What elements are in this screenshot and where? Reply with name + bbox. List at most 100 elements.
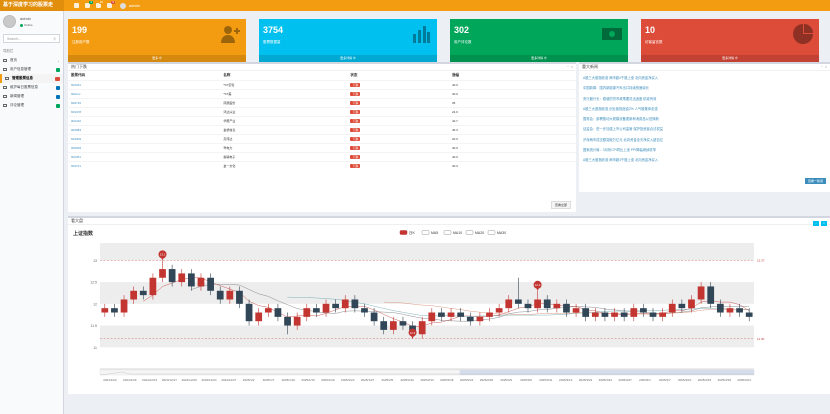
legend-swatch xyxy=(421,230,430,235)
tag-icon[interactable] xyxy=(74,3,79,8)
stock-code-link[interactable]: 002xxx xyxy=(68,89,221,99)
stat-more-link[interactable]: 更多详情 ⊕ xyxy=(641,55,819,62)
slider-window xyxy=(459,370,754,375)
more-news-button[interactable]: 查看一新闻 xyxy=(804,178,826,184)
status-badge: 下跌 xyxy=(350,92,361,96)
sidebar-item-stocks[interactable]: 管理股票信息 xyxy=(0,74,63,83)
x-tick-label: 2025/3/11 xyxy=(539,378,552,382)
user-menu[interactable]: admin xyxy=(120,2,140,9)
candle xyxy=(245,303,253,322)
sidebar: admin Online Search... ⚲ 导航栏 首页 ‹ 用户信息管理 … xyxy=(0,11,64,414)
table-row[interactable]: 002031 *ST巨轮 下跌 40.0 xyxy=(68,80,576,90)
content-area: 199 注册用户数 更多 ⊕ 3754 股票数据量 更多详情 ⊕ 302 用户评… xyxy=(64,11,830,414)
candle xyxy=(457,312,465,317)
stock-code-link[interactable]: 000539 xyxy=(68,143,221,153)
sidebar-item-home[interactable]: 首页 ‹ xyxy=(0,56,63,65)
mail-icon[interactable]: 4 xyxy=(85,1,93,8)
x-tick-label: 2024/12/24 xyxy=(201,378,216,382)
close-icon[interactable]: × xyxy=(570,65,573,69)
table-header-row: 股票代码 名称 状态 涨幅 xyxy=(68,71,576,81)
money-icon xyxy=(602,28,622,40)
bell-badge: 10 xyxy=(98,0,104,4)
x-tick-label: 2025/2/5 xyxy=(382,378,394,382)
news-item[interactable]: A股三大股指收涨 创业板指涨逾2% 人气股集体走强 xyxy=(583,106,658,111)
stock-code-link[interactable]: 600716 xyxy=(68,98,221,108)
news-item[interactable]: 中国新闻：国内新能源汽车出口持续快速增长 xyxy=(583,86,649,91)
x-tick-label: 2025/4/24 xyxy=(737,378,751,382)
news-item[interactable]: 国常会：部署推动大规模设备更新和消费品以旧换新 xyxy=(583,117,659,122)
stock-code-link[interactable]: 002410 xyxy=(68,116,221,126)
candle xyxy=(351,299,359,309)
table-row[interactable]: 002xxx *ST美 下跌 40.0 xyxy=(68,89,576,99)
collapse-icon[interactable]: − xyxy=(566,65,569,69)
market-chart-panel: 看大盘 − × 上证指数 日K MA5 MA10 MA20 MA30 13 12.5 12 1… xyxy=(68,216,830,394)
marker-label: 11.3 xyxy=(410,331,416,335)
app-title[interactable]: 基于深度学习的股票走 xyxy=(0,0,64,11)
stock-code-link[interactable]: 002351 xyxy=(68,152,221,162)
news-item[interactable]: 国家统计局：3月份CPI同比上涨 PPI降幅继续收窄 xyxy=(583,148,656,153)
stock-change: 40.0 xyxy=(448,152,576,162)
x-tick-label: 2025/3/3 xyxy=(500,378,512,382)
sidebar-item-news[interactable]: 新闻管理 xyxy=(0,92,63,101)
news-item[interactable]: 沪深两市成交额突破万亿元 北向资金全天净买入超百亿 xyxy=(583,137,664,142)
close-icon[interactable]: × xyxy=(824,65,827,69)
close-button[interactable]: × xyxy=(821,221,827,226)
flag-badge: 9 xyxy=(111,0,115,4)
sidebar-item-daily[interactable]: 维护每日股票信息 xyxy=(0,83,63,92)
stat-box-users: 199 注册用户数 更多 ⊕ xyxy=(68,19,246,62)
status-badge: 下跌 xyxy=(350,128,361,132)
table-row[interactable]: 002983 金桥信息 下跌 46.3 xyxy=(68,125,576,135)
news-item[interactable]: A股三大股指收涨 两市超4千股上涨 北向资金净买入 xyxy=(583,76,659,80)
datazoom-slider[interactable] xyxy=(99,369,755,376)
stock-change: 40.0 xyxy=(448,143,576,153)
chart-legend[interactable]: 日K MA5 MA10 MA20 MA30 xyxy=(399,230,506,236)
table-row[interactable]: 603309 高伟达 下跌 20.0 xyxy=(68,134,576,144)
search-icon[interactable]: ⚲ xyxy=(53,36,56,41)
stock-code-link[interactable]: 603309 xyxy=(68,134,221,144)
stock-status: 下跌 xyxy=(347,125,449,135)
stat-more-link[interactable]: 更多详情 ⊕ xyxy=(450,55,628,62)
candle xyxy=(159,269,166,278)
sidebar-item-comments[interactable]: 评论管理 xyxy=(0,101,63,110)
collapse-button[interactable]: − xyxy=(813,221,819,226)
table-row[interactable]: 600716 凤凰股份 下跌 35 xyxy=(68,98,576,108)
sidebar-search[interactable]: Search... ⚲ xyxy=(3,34,60,43)
table-row[interactable]: 000539 粤电力 下跌 40.0 xyxy=(68,143,576,153)
user-status-label: Online xyxy=(24,23,33,27)
candle xyxy=(582,308,590,317)
table-row[interactable]: 002410 华帮产业 下跌 42.7 xyxy=(68,116,576,126)
candles xyxy=(101,260,753,339)
search-input[interactable]: Search... xyxy=(7,36,22,41)
collapse-icon[interactable]: − xyxy=(820,65,823,69)
bar-chart-icon xyxy=(413,26,430,43)
candle xyxy=(495,308,503,313)
panel-title: 热门下跌 xyxy=(71,64,87,69)
x-tick-label: 2025/2/13 xyxy=(420,378,434,382)
bell-icon[interactable]: 10 xyxy=(96,0,104,8)
column-header: 状态 xyxy=(347,71,449,81)
candlestick-chart[interactable]: 上证指数 日K MA5 MA10 MA20 MA30 13 12.5 12 11.5 11 13… xyxy=(68,227,830,395)
stat-more-link[interactable]: 更多 ⊕ xyxy=(68,55,246,62)
y-tick-label: 13 xyxy=(93,259,97,263)
flag-icon[interactable]: 9 xyxy=(107,0,115,8)
stock-code-link[interactable]: 002031 xyxy=(68,80,221,90)
view-all-button[interactable]: 查看全部 xyxy=(550,201,571,209)
stock-code-link[interactable]: 603478 xyxy=(68,107,221,117)
sidebar-item-users[interactable]: 用户信息管理 xyxy=(0,65,63,74)
stat-more-link[interactable]: 更多详情 ⊕ xyxy=(259,55,437,62)
legend-swatch xyxy=(399,230,408,235)
candle xyxy=(428,312,436,322)
candle xyxy=(515,299,522,304)
table-row[interactable]: 002351 奥联电子 下跌 40.0 xyxy=(68,152,576,162)
stock-code-link[interactable]: 002721 xyxy=(68,161,221,171)
y-tick-label: 11 xyxy=(93,346,97,350)
table-row[interactable]: 603478 鸿达兴业 下跌 24.9 xyxy=(68,107,576,117)
stock-code-link[interactable]: 002983 xyxy=(68,125,221,135)
news-item[interactable]: 央行副行长：稳健的货币政策要灵活适度 精准有效 xyxy=(583,96,657,101)
sidebar-item-label: 评论管理 xyxy=(10,103,24,107)
news-item[interactable]: 证监会：进一步加强上市公司监管 保护投资者合法权益 xyxy=(583,127,664,132)
online-dot-icon xyxy=(20,23,23,27)
news-item[interactable]: A股三大股指收涨 两市超4千股上涨 北向资金净买入 xyxy=(583,158,659,163)
table-row[interactable]: 002721 金一文化 下跌 40.3 xyxy=(68,161,576,171)
candle xyxy=(486,312,493,317)
